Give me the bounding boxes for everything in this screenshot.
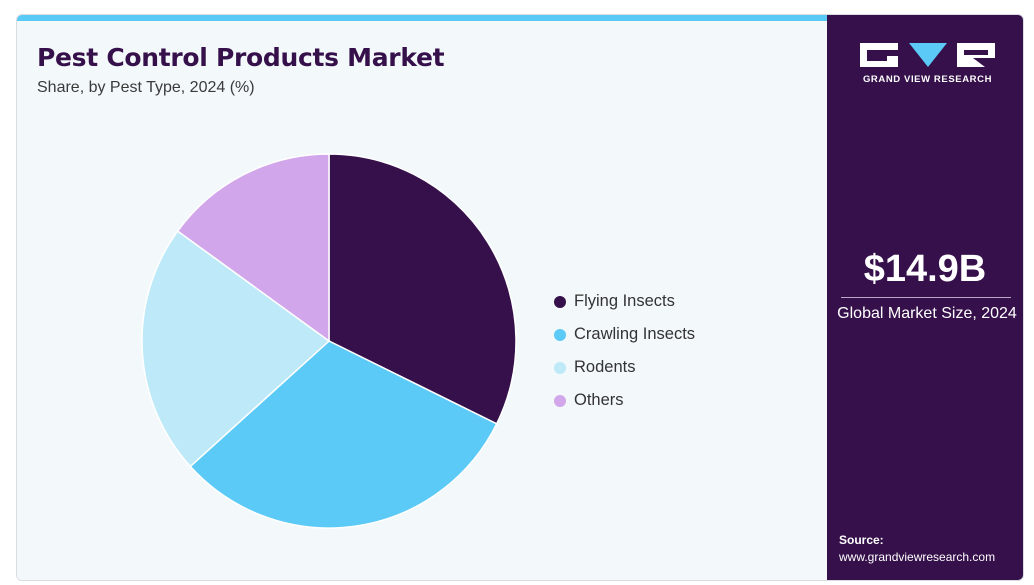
legend-swatch — [554, 295, 566, 308]
source-label: Source: — [839, 533, 884, 547]
logo-icon — [855, 41, 1000, 69]
brand-logo: GRAND VIEW RESEARCH — [855, 41, 1000, 85]
market-size-value: $14.9B — [863, 248, 987, 290]
legend-item: Flying Insects — [554, 285, 695, 318]
source-link[interactable]: www.grandviewresearch.com — [839, 550, 996, 564]
market-size-label: Global Market Size, 2024 — [837, 305, 1017, 322]
pie-slice-crawling-insects — [189, 340, 498, 529]
pie-slice-others — [176, 153, 330, 343]
legend-item: Rodents — [554, 351, 695, 384]
legend-label: Flying Insects — [574, 292, 675, 310]
legend-swatch — [554, 361, 566, 374]
pie-chart — [141, 153, 517, 529]
sidebar-panel: GRAND VIEW RESEARCH $14.9B Global Market… — [827, 15, 1023, 580]
legend-swatch — [554, 394, 566, 407]
legend-label: Rodents — [574, 358, 636, 376]
legend-label: Others — [574, 391, 624, 409]
legend-item: Crawling Insects — [554, 318, 695, 351]
legend-label: Crawling Insects — [574, 325, 696, 343]
legend-swatch — [554, 328, 566, 341]
chart-title: Pest Control Products Market — [37, 43, 445, 72]
pie-slice-flying-insects — [328, 153, 517, 425]
chart-card: Pest Control Products Market Share, by P… — [16, 14, 1024, 581]
chart-subtitle: Share, by Pest Type, 2024 (%) — [37, 79, 255, 96]
divider — [841, 297, 1011, 298]
pie-slice-rodents — [141, 230, 331, 468]
chart-legend: Flying Insects Crawling Insects Rodents Oth… — [554, 285, 695, 417]
logo-text: GRAND VIEW RESEARCH — [862, 74, 993, 85]
legend-item: Others — [554, 384, 695, 417]
chart-area: Pest Control Products Market Share, by P… — [17, 21, 827, 580]
accent-bar — [17, 15, 827, 21]
